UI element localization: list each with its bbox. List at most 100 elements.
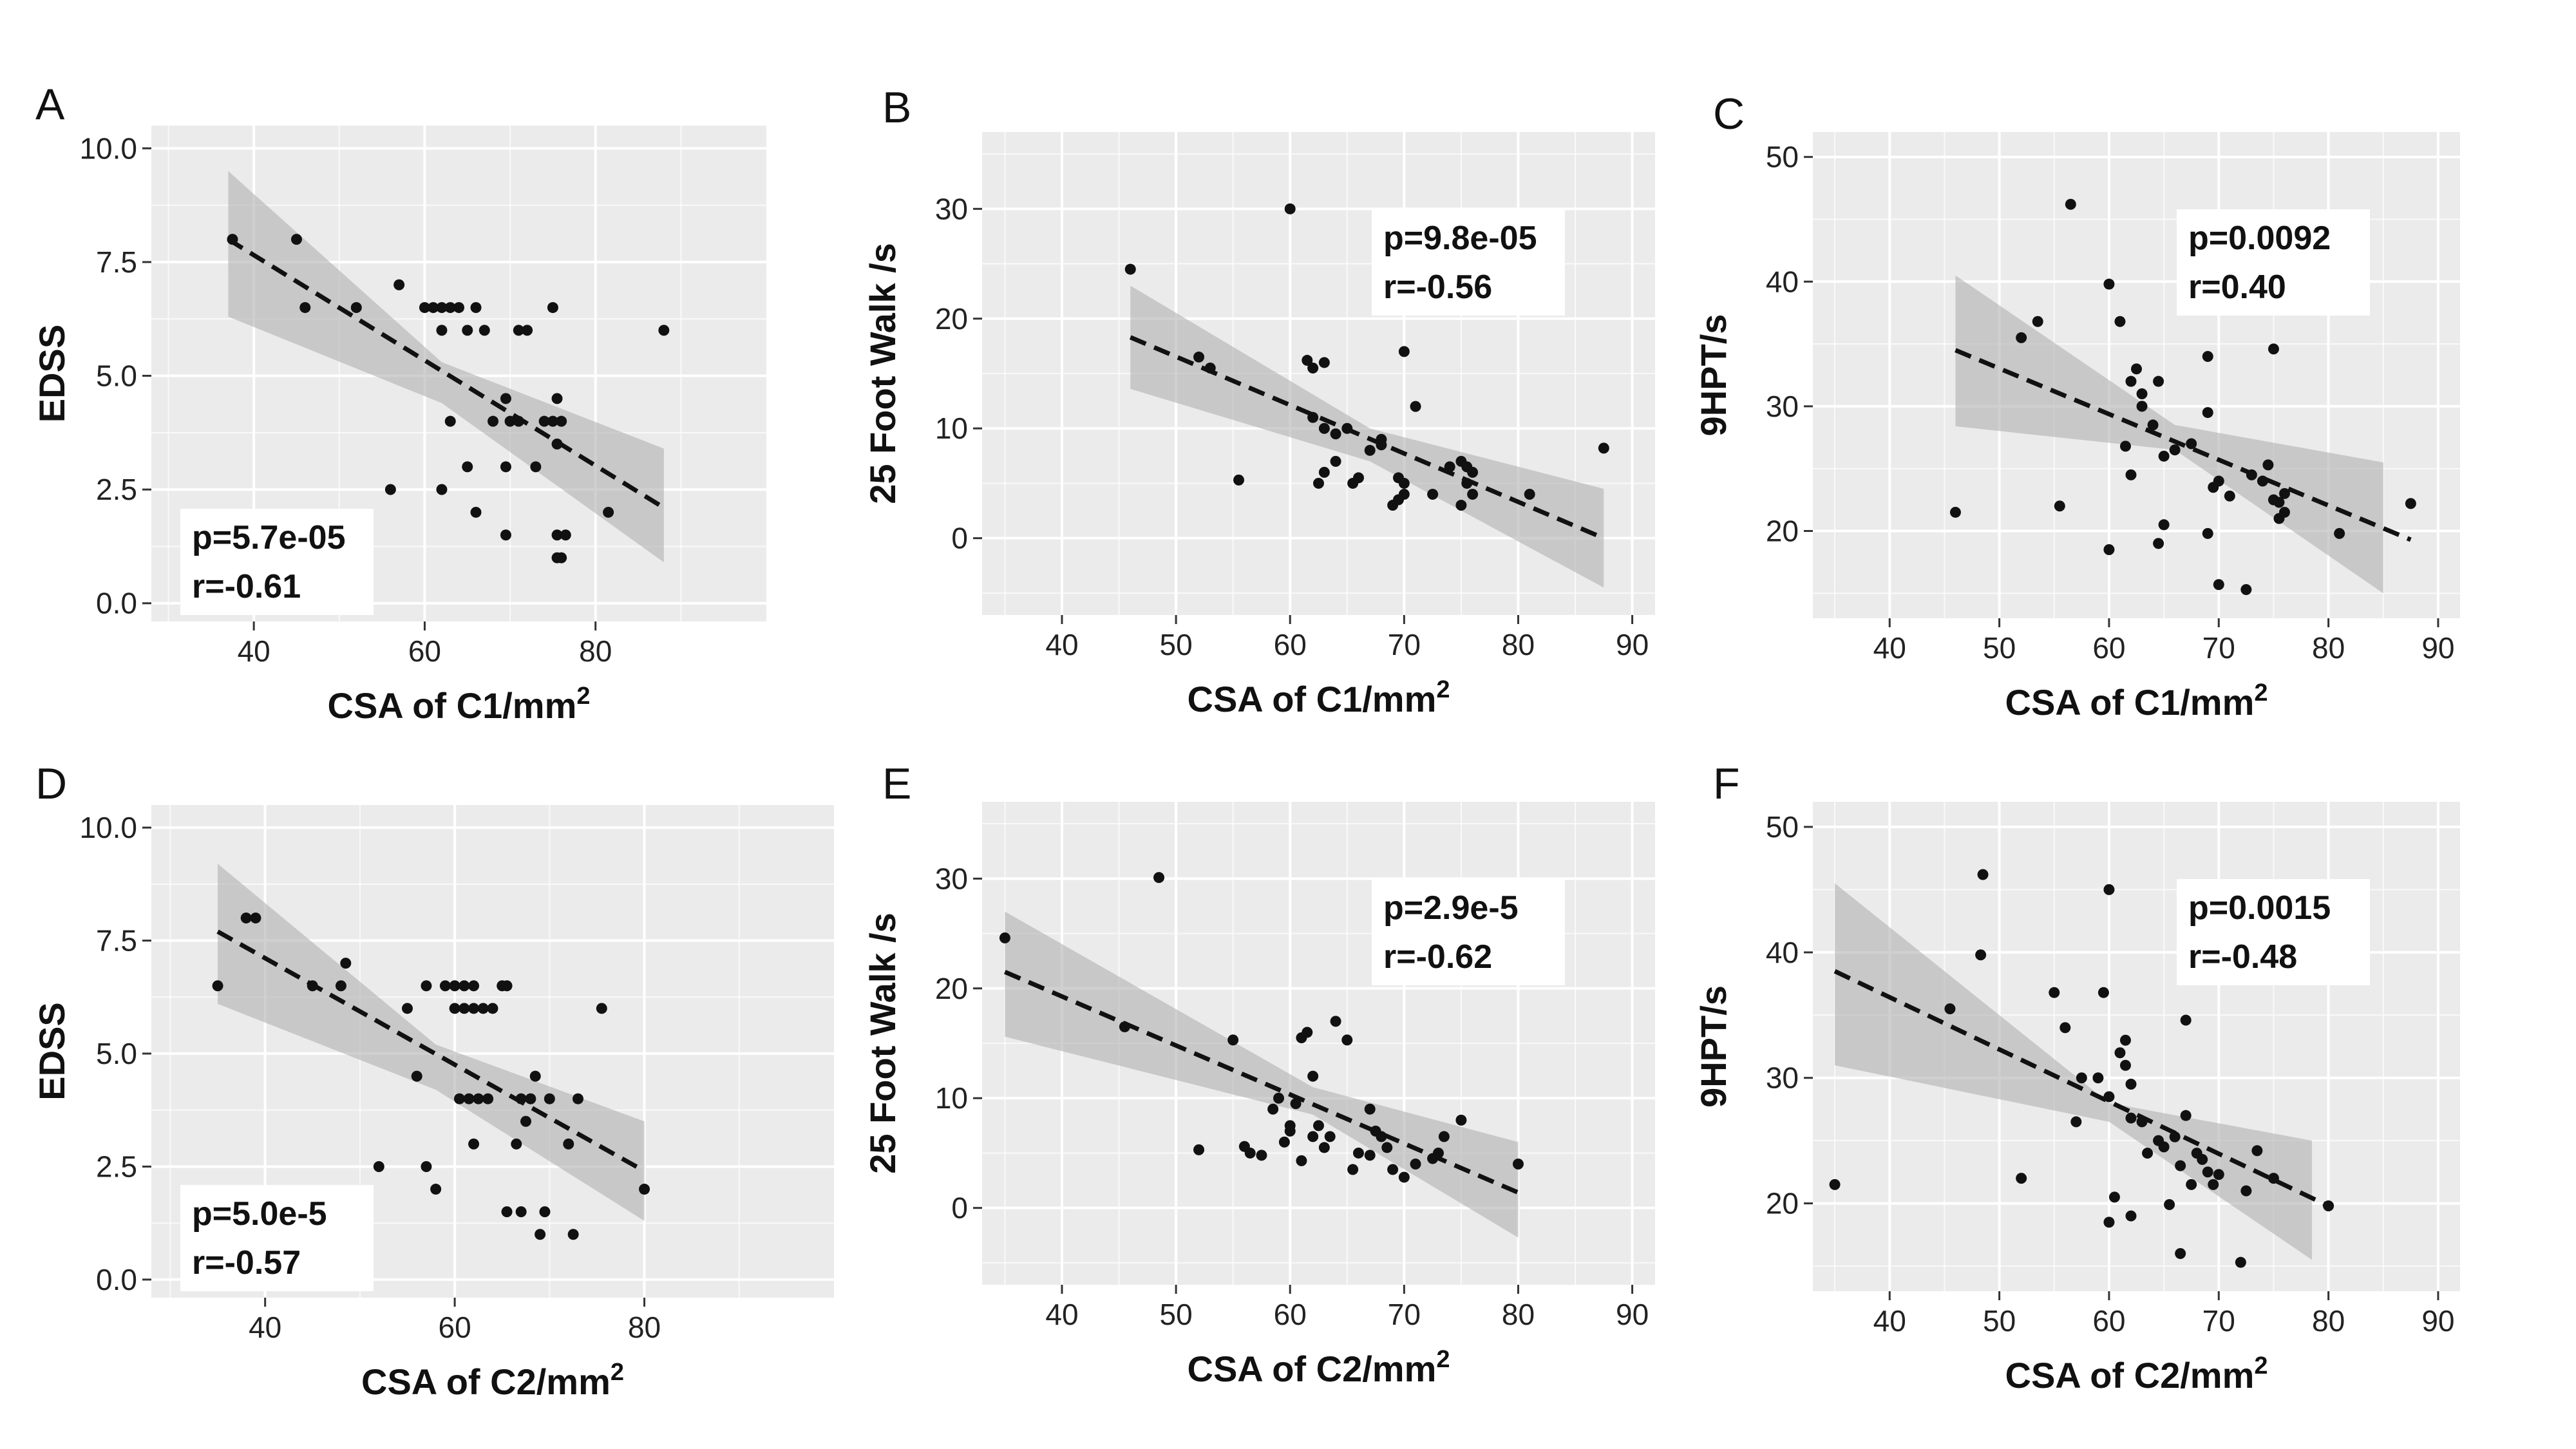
- r-value-label: r=-0.62: [1383, 938, 1492, 976]
- data-point: [2114, 1047, 2126, 1059]
- data-point: [551, 438, 563, 450]
- data-point: [1302, 355, 1313, 366]
- p-value-label: p=0.0015: [2188, 889, 2331, 927]
- data-point: [1398, 346, 1410, 357]
- data-point: [421, 1160, 432, 1172]
- data-point: [2103, 1217, 2115, 1228]
- data-point: [2186, 438, 2197, 450]
- data-point: [1512, 1159, 1524, 1170]
- data-point: [535, 1229, 546, 1240]
- data-point: [1364, 1103, 1376, 1115]
- data-point: [1318, 357, 1330, 368]
- r-value-label: r=-0.48: [2188, 938, 2297, 976]
- data-point: [2164, 1199, 2175, 1211]
- data-point: [1376, 1131, 1387, 1142]
- panel-letter: C: [1713, 90, 1745, 138]
- y-tick-label: 5.0: [96, 359, 137, 393]
- data-point: [1341, 1034, 1353, 1046]
- data-point: [1313, 477, 1324, 489]
- x-tick-label: 80: [2312, 631, 2345, 665]
- data-point: [547, 302, 558, 314]
- data-point: [468, 1138, 480, 1150]
- data-point: [1341, 422, 1353, 434]
- data-point: [2103, 544, 2115, 556]
- data-point: [544, 1093, 555, 1104]
- data-point: [335, 980, 346, 992]
- data-point: [2175, 1248, 2186, 1260]
- y-axis-title: 25 Foot Walk /s: [862, 913, 903, 1174]
- data-point: [2202, 527, 2213, 539]
- data-point: [2257, 475, 2268, 487]
- data-point: [1278, 1136, 1290, 1148]
- data-point: [2076, 1072, 2087, 1084]
- x-tick-label: 80: [579, 634, 612, 668]
- data-point: [1124, 263, 1136, 275]
- data-point: [2186, 1179, 2197, 1190]
- data-point: [2125, 375, 2137, 387]
- stats-box-background: [2177, 879, 2370, 985]
- y-tick-label: 30: [935, 862, 968, 895]
- data-point: [453, 1093, 465, 1104]
- data-point: [421, 980, 432, 992]
- y-axis-title: 25 Foot Walk /s: [862, 243, 903, 504]
- data-point: [2202, 407, 2213, 419]
- data-point: [2153, 538, 2164, 549]
- data-point: [2213, 579, 2224, 591]
- stats-box: p=2.9e-5 r=-0.62: [1372, 879, 1565, 985]
- x-axis-title-text: CSA of C1/mm: [2005, 682, 2255, 723]
- x-tick-label: 60: [1274, 1298, 1307, 1331]
- panel-b: B 40 50 60 70 80 90 0 10 20 30 p=9.8e-05 r=-0.56 CSA …: [862, 83, 1655, 719]
- data-point: [2016, 332, 2027, 343]
- p-value-label: p=9.8e-05: [1383, 220, 1537, 257]
- data-point: [2147, 419, 2159, 431]
- p-value-label: p=5.0e-5: [192, 1195, 327, 1233]
- x-axis-title-superscript: 2: [2254, 679, 2268, 706]
- data-point: [1352, 472, 1364, 484]
- data-point: [1307, 1070, 1319, 1082]
- data-point: [2131, 363, 2142, 375]
- y-tick-label: 20: [935, 972, 968, 1005]
- data-point: [551, 393, 563, 404]
- data-point: [1387, 1164, 1399, 1175]
- data-point: [2054, 500, 2065, 512]
- x-tick-label: 70: [1388, 1298, 1421, 1331]
- data-point: [2049, 987, 2060, 998]
- data-point: [1307, 412, 1319, 423]
- data-point: [2202, 1166, 2213, 1178]
- data-point: [2251, 1145, 2263, 1157]
- data-point: [556, 415, 567, 427]
- data-point: [2278, 488, 2290, 499]
- data-point: [1290, 1098, 1302, 1110]
- stats-box: p=5.0e-5 r=-0.57: [180, 1185, 374, 1291]
- data-point: [513, 415, 524, 427]
- data-point: [2213, 475, 2224, 487]
- stats-box: p=5.7e-05 r=-0.61: [180, 509, 374, 615]
- x-axis-title: CSA of C2/mm2: [2005, 1352, 2268, 1396]
- panel-d: D 40 60 80 0.0 2.5 5.0 7.5 10.0 p=5.0e-5 r=-0.57 CS…: [32, 759, 834, 1402]
- data-point: [2262, 459, 2274, 471]
- data-point: [603, 506, 614, 518]
- regression-line: [216, 929, 646, 1173]
- data-point: [419, 302, 430, 314]
- data-point: [384, 484, 396, 495]
- data-point: [2169, 1131, 2181, 1142]
- data-point: [2158, 450, 2170, 462]
- data-point: [1410, 1159, 1421, 1170]
- stats-box-background: [1372, 209, 1565, 316]
- x-tick-label: 90: [2421, 1304, 2454, 1338]
- x-tick-label: 50: [1983, 1304, 2016, 1338]
- data-point: [500, 461, 511, 473]
- x-tick-label: 40: [238, 634, 270, 668]
- x-tick-label: 60: [2092, 1304, 2125, 1338]
- data-point: [1455, 500, 1467, 511]
- data-point: [513, 325, 524, 336]
- data-point: [2153, 375, 2164, 387]
- data-point: [1364, 1150, 1376, 1161]
- data-point: [1387, 500, 1399, 511]
- data-point: [551, 552, 563, 564]
- data-point: [1467, 466, 1479, 478]
- data-point: [449, 1003, 460, 1014]
- x-tick-label: 80: [628, 1311, 661, 1344]
- data-point: [2405, 498, 2416, 509]
- x-tick-label: 60: [1274, 628, 1307, 661]
